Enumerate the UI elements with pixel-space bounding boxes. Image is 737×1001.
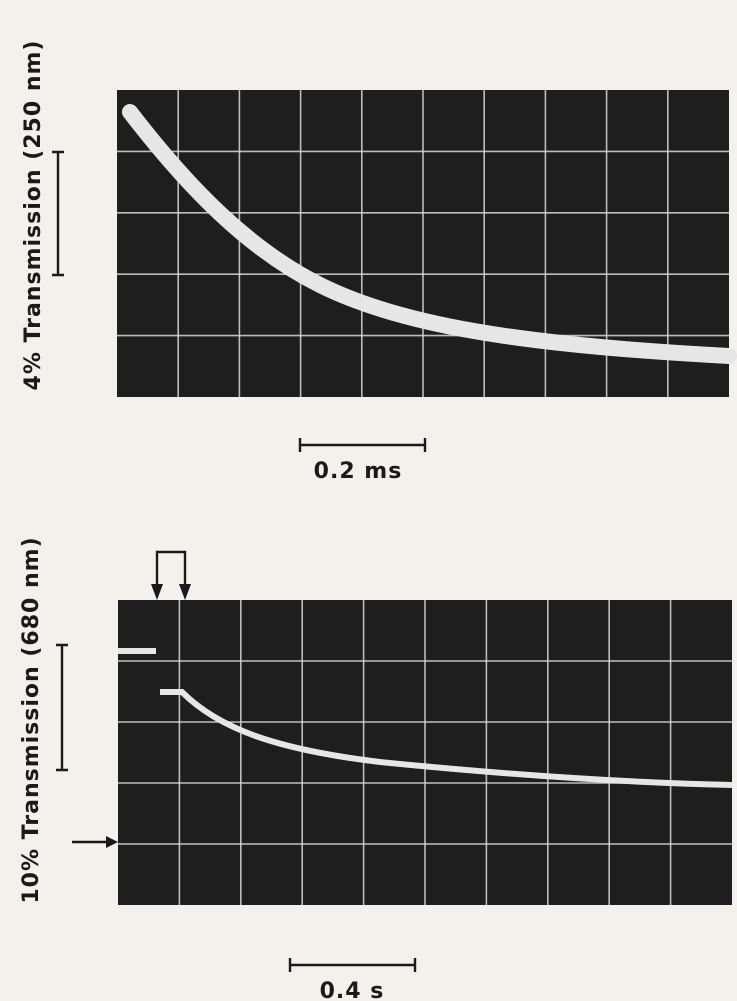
flash-marker bbox=[155, 550, 187, 585]
y-label: 10% Transmission (680 nm) bbox=[19, 536, 44, 903]
arrowhead bbox=[151, 584, 191, 600]
arrowhead bbox=[106, 836, 118, 848]
scale-bar bbox=[56, 643, 68, 772]
scale-bar bbox=[52, 150, 64, 277]
y-label: 4% Transmission (250 nm) bbox=[21, 40, 46, 391]
scale-bar bbox=[288, 958, 417, 972]
time-scale: 0.4 s bbox=[320, 979, 385, 1001]
scale-bar bbox=[298, 438, 427, 452]
trace bbox=[118, 648, 733, 788]
time-scale: 0.2 ms bbox=[314, 459, 403, 484]
trace bbox=[122, 104, 737, 364]
